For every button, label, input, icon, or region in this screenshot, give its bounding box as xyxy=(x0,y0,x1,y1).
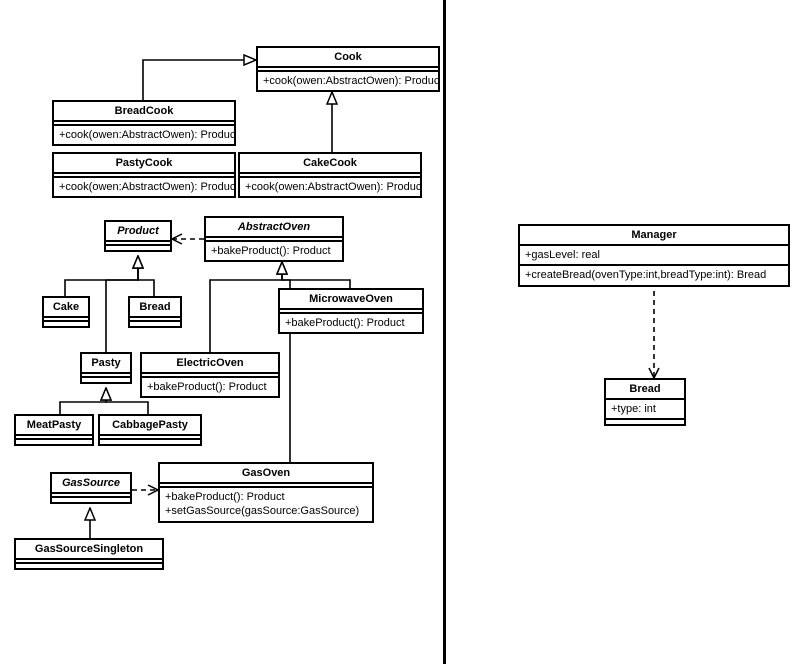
class-name: Cook xyxy=(258,48,438,68)
class-ops xyxy=(52,498,130,502)
class-PastyCook: PastyCook +cook(owen:AbstractOwen): Produ… xyxy=(52,152,236,198)
op-row: +bakeProduct(): Product xyxy=(285,316,417,330)
class-name: MeatPasty xyxy=(16,416,92,436)
class-ops xyxy=(106,246,170,250)
class-ops xyxy=(100,440,200,444)
op-row: +cook(owen:AbstractOwen): Product xyxy=(263,74,433,88)
class-ops: +bakeProduct(): Product xyxy=(142,378,278,396)
class-name: Cake xyxy=(44,298,88,318)
class-ops: +cook(owen:AbstractOwen): Product xyxy=(54,178,234,196)
attr-row: +gasLevel: real xyxy=(525,248,783,262)
class-Bread: Bread xyxy=(128,296,182,328)
class-Manager: Manager +gasLevel: real +createBread(ovenT… xyxy=(518,224,790,287)
class-ops: +cook(owen:AbstractOwen): Product xyxy=(54,126,234,144)
class-name: MicrowaveOven xyxy=(280,290,422,310)
class-name: Bread xyxy=(130,298,180,318)
class-ops xyxy=(16,564,162,568)
class-GasSourceSingleton: GasSourceSingleton xyxy=(14,538,164,570)
class-name: ElectricOven xyxy=(142,354,278,374)
class-ops: +bakeProduct(): Product xyxy=(280,314,422,332)
op-row: +cook(owen:AbstractOwen): Product xyxy=(59,128,229,142)
class-name: CakeCook xyxy=(240,154,420,174)
class-Product: Product xyxy=(104,220,172,252)
class-ops xyxy=(82,378,130,382)
class-GasSource: GasSource xyxy=(50,472,132,504)
class-name: GasSourceSingleton xyxy=(16,540,162,560)
class-GasOven: GasOven +bakeProduct(): Product+setGasSou… xyxy=(158,462,374,523)
class-ops: +bakeProduct(): Product+setGasSource(gas… xyxy=(160,488,372,521)
class-attrs: +gasLevel: real xyxy=(520,246,788,266)
class-ops xyxy=(130,322,180,326)
class-MicrowaveOven: MicrowaveOven +bakeProduct(): Product xyxy=(278,288,424,334)
class-name: BreadCook xyxy=(54,102,234,122)
op-row: +setGasSource(gasSource:GasSource) xyxy=(165,504,367,518)
right-panel xyxy=(446,0,800,664)
class-name: Product xyxy=(106,222,170,242)
class-name: AbstractOven xyxy=(206,218,342,238)
class-ops: +bakeProduct(): Product xyxy=(206,242,342,260)
class-attrs: +type: int xyxy=(606,400,684,420)
class-CabbagePasty: CabbagePasty xyxy=(98,414,202,446)
class-AbstractOven: AbstractOven +bakeProduct(): Product xyxy=(204,216,344,262)
op-row: +createBread(ovenType:int,breadType:int)… xyxy=(525,268,783,282)
class-name: PastyCook xyxy=(54,154,234,174)
class-name: CabbagePasty xyxy=(100,416,200,436)
class-Cake: Cake xyxy=(42,296,90,328)
class-Cook: Cook +cook(owen:AbstractOwen): Product xyxy=(256,46,440,92)
class-name: Manager xyxy=(520,226,788,246)
class-BreadCook: BreadCook +cook(owen:AbstractOwen): Produ… xyxy=(52,100,236,146)
op-row: +bakeProduct(): Product xyxy=(165,490,367,504)
op-row: +bakeProduct(): Product xyxy=(211,244,337,258)
class-ops: +cook(owen:AbstractOwen): Product xyxy=(258,72,438,90)
class-name: Pasty xyxy=(82,354,130,374)
attr-row: +type: int xyxy=(611,402,679,416)
class-ops xyxy=(606,420,684,424)
op-row: +cook(owen:AbstractOwen): Product xyxy=(245,180,415,194)
class-CakeCook: CakeCook +cook(owen:AbstractOwen): Produc… xyxy=(238,152,422,198)
op-row: +cook(owen:AbstractOwen): Product xyxy=(59,180,229,194)
class-name: GasOven xyxy=(160,464,372,484)
class-name: Bread xyxy=(606,380,684,400)
class-ops: +cook(owen:AbstractOwen): Product xyxy=(240,178,420,196)
class-ElectricOven: ElectricOven +bakeProduct(): Product xyxy=(140,352,280,398)
class-name: GasSource xyxy=(52,474,130,494)
class-ops: +createBread(ovenType:int,breadType:int)… xyxy=(520,266,788,284)
class-ops xyxy=(44,322,88,326)
class-MeatPasty: MeatPasty xyxy=(14,414,94,446)
class-BreadR: Bread +type: int xyxy=(604,378,686,426)
class-ops xyxy=(16,440,92,444)
class-Pasty: Pasty xyxy=(80,352,132,384)
op-row: +bakeProduct(): Product xyxy=(147,380,273,394)
